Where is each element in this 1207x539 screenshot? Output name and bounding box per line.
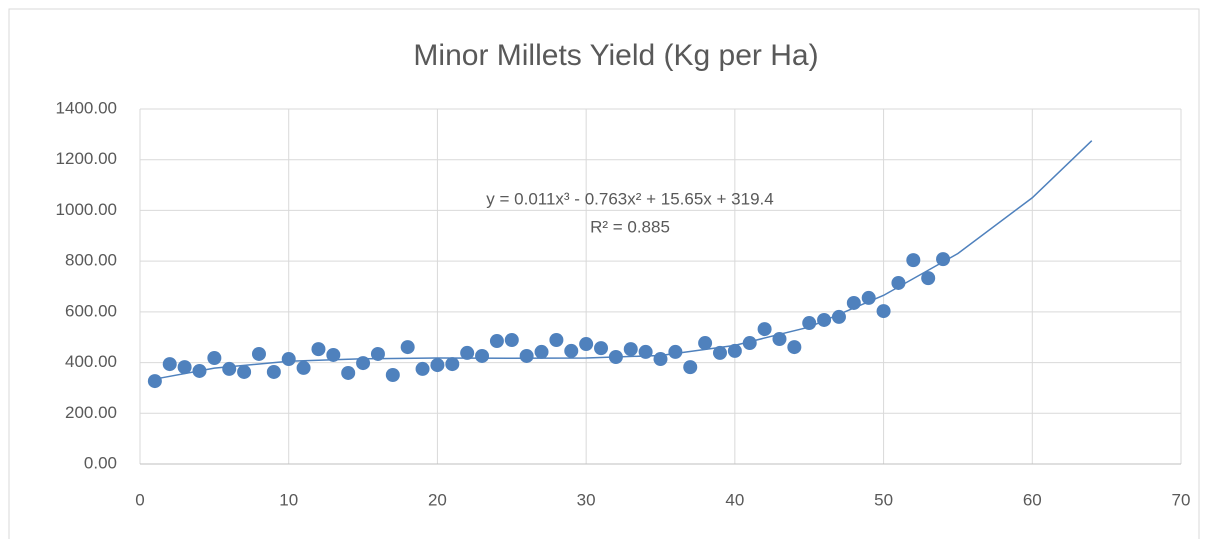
- point: [237, 364, 252, 379]
- point: [326, 347, 341, 362]
- point: [668, 344, 683, 359]
- point: [653, 352, 668, 367]
- point: [192, 363, 207, 378]
- point: [534, 344, 549, 359]
- point: [594, 341, 609, 356]
- point: [460, 345, 475, 360]
- point: [638, 344, 653, 359]
- y-tick-label: 800.00: [65, 251, 117, 270]
- point: [846, 295, 861, 310]
- point: [296, 360, 311, 375]
- point: [683, 360, 698, 375]
- point: [742, 336, 757, 351]
- point: [162, 357, 177, 372]
- point: [430, 358, 445, 373]
- point: [727, 343, 742, 358]
- point: [757, 322, 772, 337]
- point: [698, 336, 713, 351]
- chart-border: [8, 8, 1200, 539]
- x-tick-label: 60: [1023, 490, 1042, 509]
- point: [876, 304, 891, 319]
- point: [177, 360, 192, 375]
- x-tick-label: 50: [874, 490, 893, 509]
- y-tick-label: 0.00: [84, 453, 117, 472]
- y-tick-label: 400.00: [65, 352, 117, 371]
- x-tick-label: 70: [1172, 490, 1191, 509]
- point: [400, 340, 415, 355]
- point: [831, 309, 846, 324]
- point: [921, 271, 936, 286]
- x-tick-label: 40: [725, 490, 744, 509]
- point: [445, 357, 460, 372]
- x-tick-label: 0: [135, 490, 144, 509]
- x-tick-label: 30: [577, 490, 596, 509]
- point: [579, 337, 594, 352]
- x-tick-label: 10: [279, 490, 298, 509]
- y-tick-label: 1000.00: [56, 200, 117, 219]
- point: [623, 342, 638, 357]
- point: [802, 316, 817, 331]
- annotation: y = 0.011x³ - 0.763x² + 15.65x + 319.4: [486, 189, 773, 208]
- y-tick-label: 1200.00: [56, 149, 117, 168]
- point: [787, 340, 802, 355]
- point: [549, 333, 564, 348]
- point: [415, 361, 430, 376]
- point: [475, 348, 490, 363]
- point: [817, 312, 832, 327]
- chart-title: Minor Millets Yield (Kg per Ha): [413, 39, 818, 72]
- x-tick-label: 20: [428, 490, 447, 509]
- point: [266, 364, 281, 379]
- point: [281, 352, 296, 367]
- point: [891, 275, 906, 290]
- y-tick-label: 1400.00: [56, 98, 117, 117]
- point: [385, 367, 400, 382]
- point: [564, 343, 579, 358]
- point: [356, 356, 371, 371]
- point: [489, 334, 504, 349]
- point: [251, 346, 266, 361]
- point: [222, 361, 237, 376]
- point: [207, 351, 222, 366]
- point: [906, 253, 921, 268]
- point: [341, 365, 356, 380]
- annotation: R² = 0.885: [590, 217, 670, 236]
- point: [311, 342, 326, 357]
- point: [861, 290, 876, 305]
- point: [370, 346, 385, 361]
- point: [519, 348, 534, 363]
- point: [147, 374, 162, 389]
- point: [504, 333, 519, 348]
- point: [936, 252, 951, 267]
- point: [712, 345, 727, 360]
- point: [772, 331, 787, 346]
- point: [608, 349, 623, 364]
- y-tick-label: 600.00: [65, 301, 117, 320]
- y-tick-label: 200.00: [65, 403, 117, 422]
